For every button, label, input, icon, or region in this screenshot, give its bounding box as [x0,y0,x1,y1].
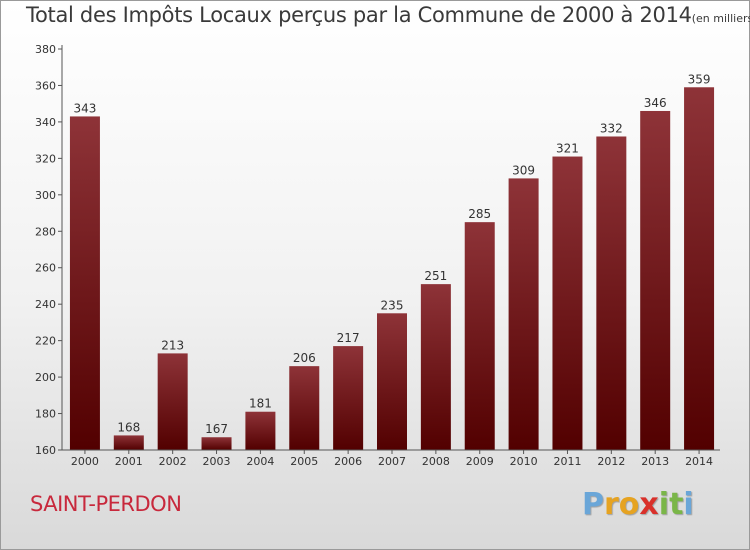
bar-2008 [420,284,451,450]
bar-value-label: 206 [293,351,316,365]
logo-letter: o [618,487,640,522]
bar-value-label: 181 [249,397,272,411]
x-tick-label: 2005 [290,455,318,468]
x-tick-label: 2003 [203,455,231,468]
x-tick-label: 2007 [378,455,406,468]
x-tick-label: 2000 [71,455,99,468]
bar-value-label: 251 [424,269,447,283]
bar-value-label: 213 [161,338,184,352]
bar-2011 [552,156,583,451]
bar-2000 [69,116,100,450]
x-tick-label: 2012 [597,455,625,468]
x-tick-label: 2009 [466,455,494,468]
y-tick-label: 380 [35,43,56,56]
logo-letter: t [669,487,684,522]
logo-letter: r [604,487,619,522]
x-tick-label: 2013 [641,455,669,468]
y-tick-label: 280 [35,225,56,238]
bar-value-label: 217 [337,331,360,345]
bar-2002 [157,353,188,450]
bar-2005 [289,366,320,450]
x-tick-label: 2014 [685,455,713,468]
x-tick-label: 2001 [115,455,143,468]
x-tick-label: 2002 [159,455,187,468]
chart-title: Total des Impôts Locaux perçus par la Co… [26,3,750,27]
x-tick-label: 2008 [422,455,450,468]
y-tick-label: 160 [35,444,56,457]
chart-title-unit: (en milliers d'€) [691,12,750,25]
bar-2001 [113,435,144,450]
y-tick-label: 360 [35,79,56,92]
bar-value-label: 167 [205,422,228,436]
proxiti-logo: Proxiti [582,487,694,522]
y-tick-label: 220 [35,335,56,348]
bar-value-label: 309 [512,163,535,177]
logo-letter: i [658,487,670,522]
bar-2010 [508,178,539,450]
bar-value-label: 346 [644,96,667,110]
x-tick-label: 2004 [246,455,274,468]
bar-2003 [201,437,232,450]
bar-2006 [333,346,364,450]
y-tick-label: 320 [35,152,56,165]
commune-name: SAINT-PERDON [30,492,182,516]
x-tick-label: 2006 [334,455,362,468]
x-tick-label: 2011 [553,455,581,468]
bar-2013 [640,110,671,451]
x-tick-label: 2010 [510,455,538,468]
y-tick-label: 240 [35,298,56,311]
bar-2007 [377,313,407,450]
chart-title-text: Total des Impôts Locaux perçus par la Co… [26,3,692,27]
y-tick-label: 260 [35,262,56,275]
logo-letter: P [582,487,604,522]
bar-value-label: 332 [600,121,623,135]
bar-2004 [245,411,276,450]
bar-2014 [684,87,715,450]
bar-value-label: 343 [73,101,96,115]
y-tick-label: 340 [35,116,56,129]
y-tick-label: 300 [35,189,56,202]
bar-value-label: 285 [468,207,491,221]
logo-letter: i [683,487,694,522]
bar-value-label: 235 [381,298,404,312]
bar-value-label: 168 [117,420,140,434]
y-tick-label: 200 [35,371,56,384]
bar-2012 [596,136,627,450]
bar-value-label: 321 [556,142,579,156]
bar-value-label: 359 [688,72,711,86]
y-tick-label: 180 [35,408,56,421]
bar-2009 [464,222,495,450]
logo-letter: x [639,487,659,522]
